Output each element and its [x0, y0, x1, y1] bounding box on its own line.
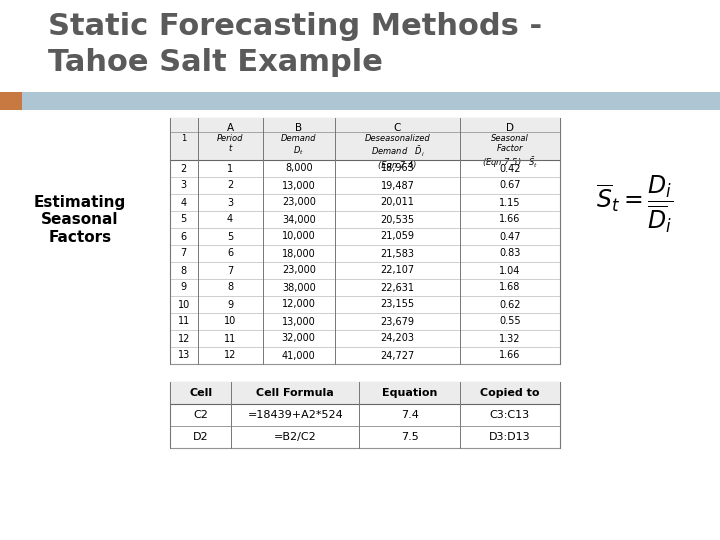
- Bar: [170, 118, 560, 160]
- Text: Period
t: Period t: [217, 134, 243, 153]
- Text: 9: 9: [181, 282, 186, 293]
- Text: Cell Formula: Cell Formula: [256, 388, 334, 398]
- Text: 23,679: 23,679: [380, 316, 415, 327]
- Text: 8: 8: [181, 266, 186, 275]
- Text: 4: 4: [181, 198, 186, 207]
- Text: C: C: [394, 123, 401, 133]
- Text: 1: 1: [227, 164, 233, 173]
- Bar: [170, 382, 560, 448]
- Text: Equation: Equation: [382, 388, 437, 398]
- Bar: [170, 118, 560, 364]
- Text: 12: 12: [178, 334, 190, 343]
- Text: 22,107: 22,107: [380, 266, 415, 275]
- Text: 32,000: 32,000: [282, 334, 315, 343]
- Text: 2: 2: [181, 164, 187, 173]
- Text: 8,000: 8,000: [285, 164, 312, 173]
- Text: 13,000: 13,000: [282, 180, 315, 191]
- Text: 10,000: 10,000: [282, 232, 315, 241]
- Text: 13: 13: [178, 350, 190, 361]
- Text: 12,000: 12,000: [282, 300, 315, 309]
- Text: 9: 9: [227, 300, 233, 309]
- Text: 13,000: 13,000: [282, 316, 315, 327]
- Text: 1.68: 1.68: [499, 282, 521, 293]
- Text: Seasonal
Factor
(Eqn 7.5)   $\bar{S}_t$: Seasonal Factor (Eqn 7.5) $\bar{S}_t$: [482, 134, 538, 170]
- Text: 3: 3: [181, 180, 186, 191]
- Text: 38,000: 38,000: [282, 282, 315, 293]
- Text: D: D: [506, 123, 514, 133]
- Text: 4: 4: [227, 214, 233, 225]
- Text: D2: D2: [193, 432, 209, 442]
- Text: 0.62: 0.62: [499, 300, 521, 309]
- Text: 24,203: 24,203: [380, 334, 415, 343]
- Bar: [0, 92, 720, 110]
- Text: 7: 7: [181, 248, 187, 259]
- Text: 0.42: 0.42: [499, 164, 521, 173]
- Text: Copied to: Copied to: [480, 388, 539, 398]
- Text: 18,963: 18,963: [381, 164, 415, 173]
- Text: Static Forecasting Methods -: Static Forecasting Methods -: [48, 12, 542, 41]
- Text: 21,583: 21,583: [380, 248, 415, 259]
- Text: 10: 10: [224, 316, 236, 327]
- Text: 22,631: 22,631: [380, 282, 415, 293]
- Text: 6: 6: [227, 248, 233, 259]
- Text: $\overline{S}_t = \dfrac{D_i}{\overline{D}_i}$: $\overline{S}_t = \dfrac{D_i}{\overline{…: [596, 173, 674, 235]
- Text: =B2/C2: =B2/C2: [274, 432, 317, 442]
- Text: 0.47: 0.47: [499, 232, 521, 241]
- Text: 20,535: 20,535: [380, 214, 415, 225]
- Text: 10: 10: [178, 300, 190, 309]
- Text: 11: 11: [178, 316, 190, 327]
- Text: C2: C2: [193, 410, 208, 420]
- Text: Deseasonalized
Demand   $\bar{D}_i$
(Eqn 7.4): Deseasonalized Demand $\bar{D}_i$ (Eqn 7…: [364, 134, 431, 170]
- Text: D3:D13: D3:D13: [489, 432, 531, 442]
- Text: 19,487: 19,487: [381, 180, 415, 191]
- Text: 5: 5: [181, 214, 187, 225]
- Text: 3: 3: [227, 198, 233, 207]
- Text: 24,727: 24,727: [380, 350, 415, 361]
- Text: 8: 8: [227, 282, 233, 293]
- Text: Cell: Cell: [189, 388, 212, 398]
- Text: 41,000: 41,000: [282, 350, 315, 361]
- Text: 1.04: 1.04: [499, 266, 521, 275]
- Text: 0.55: 0.55: [499, 316, 521, 327]
- Text: 23,000: 23,000: [282, 266, 315, 275]
- Text: 1: 1: [181, 134, 186, 143]
- Text: 1.66: 1.66: [499, 214, 521, 225]
- Text: 7: 7: [227, 266, 233, 275]
- Text: 20,011: 20,011: [381, 198, 415, 207]
- Text: 11: 11: [224, 334, 236, 343]
- Text: 23,155: 23,155: [380, 300, 415, 309]
- Text: C3:C13: C3:C13: [490, 410, 530, 420]
- Text: 34,000: 34,000: [282, 214, 315, 225]
- Text: 0.67: 0.67: [499, 180, 521, 191]
- Text: 1.66: 1.66: [499, 350, 521, 361]
- Text: 2: 2: [227, 180, 233, 191]
- Bar: [170, 382, 560, 404]
- Bar: [0, 92, 22, 110]
- Text: 7.5: 7.5: [401, 432, 418, 442]
- Text: 5: 5: [227, 232, 233, 241]
- Text: 1.15: 1.15: [499, 198, 521, 207]
- Text: 18,000: 18,000: [282, 248, 315, 259]
- Text: 12: 12: [224, 350, 236, 361]
- Text: 21,059: 21,059: [380, 232, 415, 241]
- Text: 23,000: 23,000: [282, 198, 315, 207]
- Text: =18439+A2*524: =18439+A2*524: [248, 410, 343, 420]
- Text: 6: 6: [181, 232, 186, 241]
- Text: Estimating
Seasonal
Factors: Estimating Seasonal Factors: [34, 195, 126, 245]
- Text: B: B: [295, 123, 302, 133]
- Text: A: A: [226, 123, 233, 133]
- Text: 7.4: 7.4: [400, 410, 418, 420]
- Text: Tahoe Salt Example: Tahoe Salt Example: [48, 48, 383, 77]
- Text: 1.32: 1.32: [499, 334, 521, 343]
- Text: Demand
$D_t$: Demand $D_t$: [281, 134, 317, 157]
- Text: 0.83: 0.83: [499, 248, 521, 259]
